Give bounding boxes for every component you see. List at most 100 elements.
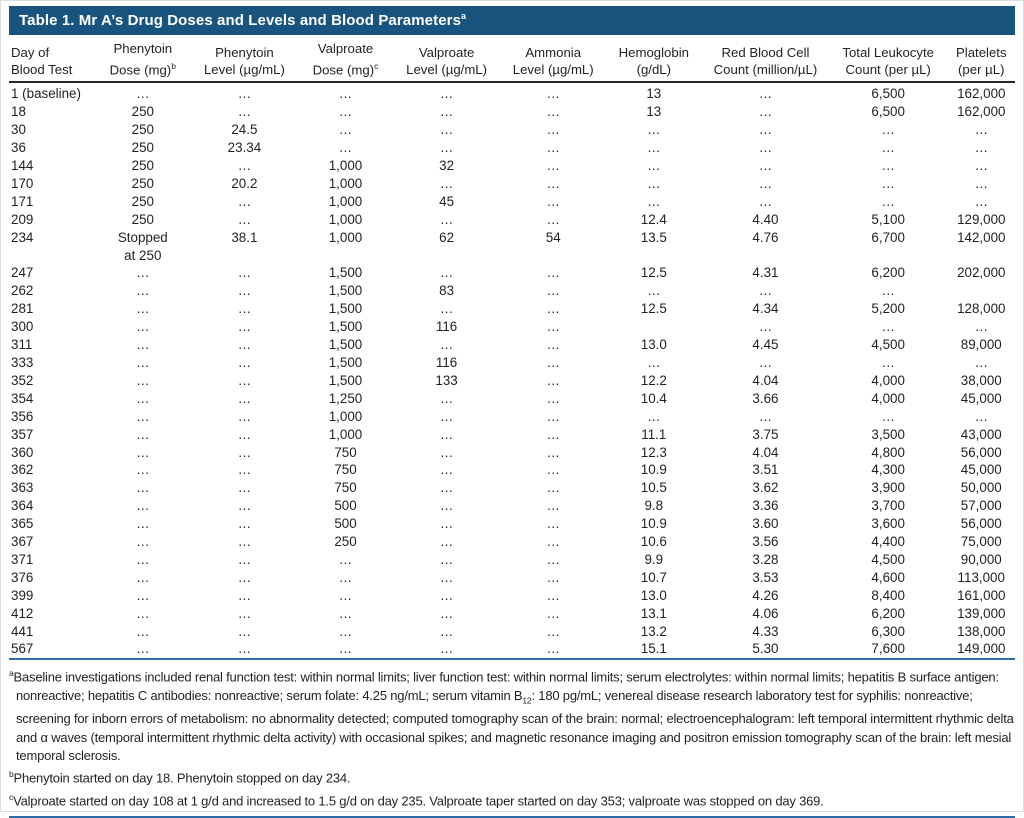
cell-platelets: 142,000 xyxy=(957,229,1006,245)
cell-valproate-level: … xyxy=(439,587,454,603)
cell-day: 18 xyxy=(11,104,26,120)
cell-valproate-dose: 1,500 xyxy=(328,337,363,353)
cell-valproate-level: … xyxy=(439,534,454,550)
cell-ammonia-level: … xyxy=(546,408,560,424)
cell-valproate-level: … xyxy=(439,480,454,496)
footnote-a-text-continued: : 180 pg/mL; venereal disease research l… xyxy=(16,688,1014,763)
cell-hemoglobin: … xyxy=(647,175,661,191)
cell-valproate-level: … xyxy=(439,211,454,227)
column-header-line1: Phenytoin xyxy=(113,41,173,56)
column-header-day: Day of Blood Test xyxy=(9,40,96,84)
table-row: 399 … … … … … 13.0 4.26 8,400 161,000 xyxy=(9,587,1015,605)
cell-platelets: … xyxy=(974,122,988,138)
cell-phenytoin-level: … xyxy=(237,354,252,370)
cell-ammonia-level: … xyxy=(546,319,560,335)
cell-phenytoin-level: 23.34 xyxy=(227,140,262,156)
cell-phenytoin-dose: 250 xyxy=(131,175,154,191)
cell-day: 300 xyxy=(11,319,34,335)
cell-day: 357 xyxy=(11,426,34,442)
cell-platelets: 56,000 xyxy=(960,444,1002,460)
cell-day: 170 xyxy=(11,175,34,191)
column-header-line1: Total Leukocyte xyxy=(842,45,934,61)
footnote-b-marker: b xyxy=(9,769,14,780)
column-header-line1: Ammonia xyxy=(525,45,582,61)
cell-phenytoin-dose: … xyxy=(136,516,150,532)
cell-phenytoin-dose: … xyxy=(136,587,150,603)
column-header-phenytoin-level: Phenytoin Level (µg/mL) xyxy=(190,40,299,84)
cell-ammonia-level: … xyxy=(546,605,560,621)
table-row: 262…… 1,500 83………… xyxy=(9,282,1015,300)
cell-valproate-level: 83 xyxy=(439,283,455,299)
cell-ammonia-level: … xyxy=(546,641,560,657)
cell-phenytoin-level: … xyxy=(237,426,252,442)
cell-platelets: 129,000 xyxy=(957,211,1006,227)
table-row: 356…… 1,000……………… xyxy=(9,408,1015,426)
cell-platelets: 149,000 xyxy=(957,641,1006,657)
cell-ammonia-level: … xyxy=(546,498,560,514)
column-header-line1: Valproate xyxy=(317,41,374,56)
cell-platelets: 45,000 xyxy=(960,390,1002,406)
cell-phenytoin-dose: 250 xyxy=(131,211,154,227)
cell-ammonia-level: … xyxy=(546,354,560,370)
cell-rbc-count: 5.30 xyxy=(752,641,779,657)
cell-phenytoin-level: 38.1 xyxy=(231,229,258,245)
cell-ammonia-level: … xyxy=(546,480,560,496)
cell-platelets: 38,000 xyxy=(960,372,1002,388)
cell-hemoglobin: … xyxy=(647,140,661,156)
cell-hemoglobin: 15.1 xyxy=(640,641,667,657)
cell-valproate-level: … xyxy=(439,337,454,353)
table-header: Day of Blood Test Phenytoin Dose (mg)b Pheny… xyxy=(9,40,1015,84)
cell-platelets: 138,000 xyxy=(957,623,1006,639)
cell-ammonia-level: … xyxy=(546,516,560,532)
cell-platelets: 90,000 xyxy=(960,551,1002,567)
cell-phenytoin-dose: … xyxy=(136,86,150,102)
cell-rbc-count: 3.53 xyxy=(752,569,779,585)
cell-day: 362 xyxy=(11,462,34,478)
cell-phenytoin-dose: … xyxy=(136,605,150,621)
column-header-line2: Dose (mg) xyxy=(312,61,375,77)
cell-ammonia-level: … xyxy=(546,86,560,102)
cell-valproate-level: 45 xyxy=(439,193,455,209)
cell-phenytoin-level: 20.2 xyxy=(231,175,258,191)
cell-valproate-level: … xyxy=(439,175,454,191)
cell-valproate-level: 62 xyxy=(439,229,455,245)
cell-day: 356 xyxy=(11,408,34,424)
cell-day: 311 xyxy=(11,337,33,353)
cell-ammonia-level: … xyxy=(546,462,560,478)
cell-day: 171 xyxy=(11,193,34,209)
cell-rbc-count: 4.26 xyxy=(752,587,779,603)
table-row: 30 250 24.5………………… xyxy=(9,121,1015,139)
cell-phenytoin-dose: … xyxy=(136,444,150,460)
table-row: 1 (baseline) … … … … … 13 … 6,500 162,000 xyxy=(9,82,1015,103)
cell-valproate-level: … xyxy=(439,569,454,585)
cell-ammonia-level: … xyxy=(546,211,560,227)
cell-hemoglobin: 11.1 xyxy=(641,426,667,442)
footnote-a: aBaseline investigations included renal … xyxy=(9,664,1015,765)
cell-phenytoin-dose: … xyxy=(136,372,150,388)
cell-platelets: 161,000 xyxy=(957,587,1006,603)
table-row: 247 … … 1,500 … … 12.5 4.31 6,200 202,000 xyxy=(9,264,1015,282)
cell-phenytoin-dose: … xyxy=(136,551,150,567)
cell-valproate-level: … xyxy=(439,444,454,460)
cell-ammonia-level: … xyxy=(546,551,560,567)
cell-hemoglobin: 13.0 xyxy=(640,337,667,353)
table-row: 36 250 23.34………………… xyxy=(9,139,1015,157)
cell-hemoglobin: 12.4 xyxy=(640,211,667,227)
cell-leukocyte-count: 4,400 xyxy=(871,534,905,550)
cell-rbc-count: 4.76 xyxy=(752,229,779,245)
cell-rbc-count: 4.06 xyxy=(752,605,779,621)
cell-phenytoin-dose: … xyxy=(136,265,150,281)
cell-hemoglobin: 12.5 xyxy=(640,265,667,281)
cell-leukocyte-count: 4,300 xyxy=(871,462,905,478)
cell-hemoglobin: 10.4 xyxy=(640,390,667,406)
cell-valproate-level: … xyxy=(439,623,454,639)
cell-valproate-dose: 1,500 xyxy=(328,265,363,281)
cell-leukocyte-count: … xyxy=(881,158,895,174)
column-header-valproate-dose: Valproate Dose (mg)c xyxy=(298,40,393,84)
cell-ammonia-level: … xyxy=(546,534,560,550)
column-header-platelets: Platelets (per µL) xyxy=(947,40,1015,84)
cell-hemoglobin: 10.9 xyxy=(640,462,667,478)
cell-platelets: 162,000 xyxy=(957,104,1006,120)
cell-valproate-dose: 1,000 xyxy=(328,158,363,174)
